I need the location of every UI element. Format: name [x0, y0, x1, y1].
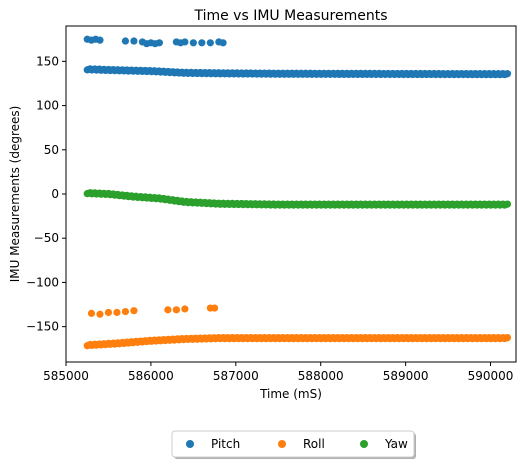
data-point: [96, 310, 104, 318]
data-point: [219, 39, 227, 47]
data-point: [121, 308, 130, 316]
data-point: [503, 70, 512, 78]
legend-box: [171, 430, 415, 458]
data-point: [210, 304, 219, 312]
y-tick-label: 150: [36, 54, 59, 68]
x-tick-label: 587000: [213, 369, 259, 383]
x-axis-title: Time (mS): [259, 387, 322, 401]
data-point: [121, 37, 130, 45]
data-point: [198, 39, 206, 47]
x-tick-label: 590000: [468, 369, 514, 383]
data-point: [155, 39, 163, 47]
y-tick-label: −50: [34, 231, 59, 245]
series-yaw: [83, 189, 512, 209]
data-point: [181, 305, 189, 313]
y-tick-label: −100: [26, 275, 59, 289]
data-point: [503, 200, 512, 208]
y-tick-label: 100: [36, 99, 59, 113]
legend-marker: [360, 440, 368, 448]
legend-marker: [186, 440, 194, 448]
series-pitch: [83, 35, 512, 79]
data-point: [96, 36, 104, 44]
legend-label: Roll: [303, 437, 325, 451]
y-tick-label: 0: [51, 187, 59, 201]
axes: 585000 586000 587000 588000 589000 590000 −150…: [26, 54, 513, 383]
legend-label: Yaw: [384, 437, 408, 451]
y-axis-title: IMU Measurements (degrees): [8, 106, 22, 283]
data-point: [113, 308, 121, 317]
y-tick-label: 50: [44, 143, 59, 157]
legend-label: Pitch: [211, 437, 240, 451]
series-roll: [83, 304, 512, 350]
x-tick-label: 586000: [128, 369, 174, 383]
chart-title: Time vs IMU Measurements: [193, 8, 387, 24]
data-point: [503, 334, 512, 342]
data-point: [87, 309, 96, 317]
x-tick-label: 585000: [43, 369, 89, 383]
data-point: [189, 39, 197, 47]
legend: Pitch Roll Yaw: [171, 430, 416, 459]
data-point: [181, 38, 189, 46]
y-tick-label: −150: [26, 320, 59, 334]
x-tick-label: 589000: [383, 369, 429, 383]
data-point: [206, 39, 214, 47]
plot-area: [83, 35, 512, 350]
data-point: [172, 306, 180, 314]
data-point: [164, 306, 172, 314]
data-point: [130, 307, 138, 315]
data-point: [104, 308, 113, 317]
x-tick-label: 588000: [298, 369, 344, 383]
legend-marker: [278, 440, 286, 448]
data-point: [130, 37, 138, 45]
